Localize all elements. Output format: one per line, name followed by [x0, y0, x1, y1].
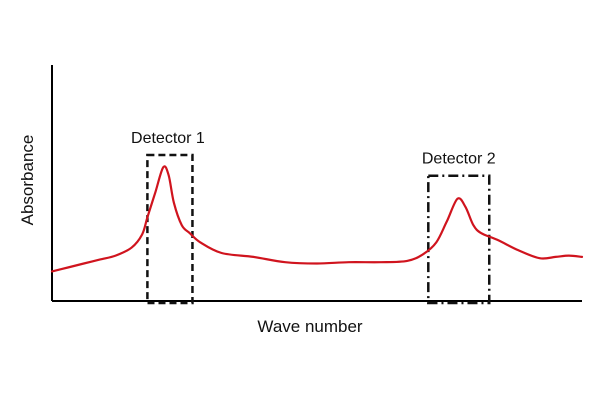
detector-2-label: Detector 2	[422, 151, 496, 168]
annotation-layer: Detector 1 Detector 2	[131, 130, 496, 305]
x-axis-label: Wave number	[257, 317, 363, 336]
spectrum-line	[50, 165, 584, 273]
detector-2-box	[427, 174, 491, 305]
detector-1-box	[146, 153, 194, 305]
y-axis-label: Absorbance	[18, 135, 37, 226]
detector-1-label: Detector 1	[131, 130, 205, 147]
